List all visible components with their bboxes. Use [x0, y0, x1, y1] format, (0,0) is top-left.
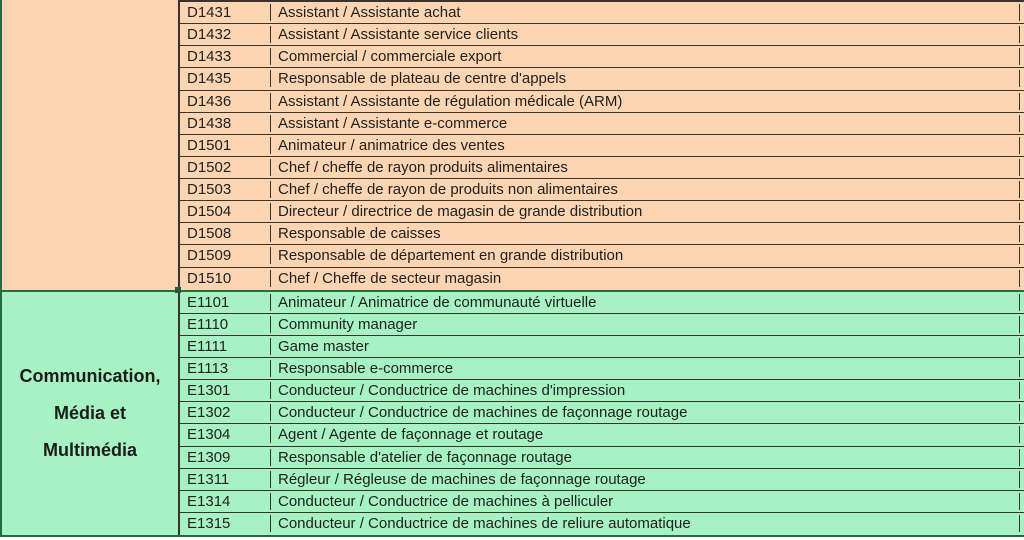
- table-row: D1435 Responsable de plateau de centre d'…: [180, 68, 1024, 91]
- code-cell[interactable]: E1301: [187, 382, 231, 400]
- table-row: D1502 Chef / cheffe de rayon produits ali…: [180, 157, 1024, 179]
- category-cell-section-e[interactable]: Communication, Média et Multimédia: [2, 292, 178, 535]
- job-title-cell[interactable]: Régleur / Régleuse de machines de façonn…: [270, 470, 1020, 488]
- table-row: E1301 Conducteur / Conductrice de machine…: [180, 380, 1024, 403]
- code-cell[interactable]: E1113: [187, 360, 229, 378]
- table-row: E1314 Conducteur / Conductrice de machine…: [180, 491, 1024, 513]
- job-title-cell[interactable]: Assistant / Assistante de régulation méd…: [270, 92, 1020, 110]
- table-row: E1304 Agent / Agente de façonnage et rout…: [180, 424, 1024, 447]
- job-title-cell[interactable]: Agent / Agente de façonnage et routage: [270, 426, 1020, 444]
- job-title-cell[interactable]: Chef / cheffe de rayon de produits non a…: [270, 181, 1020, 199]
- rows-section-d: D1431 Assistant / Assistante achat D1432 As…: [178, 0, 1024, 290]
- code-cell[interactable]: D1508: [187, 225, 232, 243]
- job-title-cell[interactable]: Responsable de département en grande dis…: [270, 247, 1020, 265]
- job-title-cell[interactable]: Responsable e-commerce: [270, 360, 1020, 378]
- job-title-cell[interactable]: Chef / cheffe de rayon produits alimenta…: [270, 158, 1020, 176]
- table-row: D1508 Responsable de caisses: [180, 223, 1024, 246]
- code-cell[interactable]: E1101: [187, 293, 230, 311]
- table-row: E1315 Conducteur / Conductrice de machine…: [180, 513, 1024, 535]
- job-title-cell[interactable]: Chef / Cheffe de secteur magasin: [270, 270, 1020, 288]
- job-title-cell[interactable]: Responsable de plateau de centre d'appel…: [270, 70, 1020, 88]
- job-title-cell[interactable]: Conducteur / Conductrice de machines de …: [270, 515, 1020, 533]
- job-title-cell[interactable]: Conducteur / Conductrice de machines d'i…: [270, 382, 1020, 400]
- job-title-cell[interactable]: Community manager: [270, 315, 1020, 333]
- table-row: E1311 Régleur / Régleuse de machines de f…: [180, 469, 1024, 491]
- code-cell[interactable]: E1304: [187, 426, 231, 444]
- job-title-cell[interactable]: Assistant / Assistante e-commerce: [270, 114, 1020, 132]
- job-title-cell[interactable]: Conducteur / Conductrice de machines de …: [270, 404, 1020, 422]
- job-title-cell[interactable]: Assistant / Assistante service clients: [270, 26, 1020, 44]
- code-cell[interactable]: E1302: [187, 404, 231, 422]
- code-cell[interactable]: D1504: [187, 203, 232, 221]
- table-row: D1504 Directeur / directrice de magasin d…: [180, 201, 1024, 224]
- job-title-cell[interactable]: Responsable d'atelier de façonnage routa…: [270, 448, 1020, 466]
- table-row: E1101 Animateur / Animatrice de communaut…: [180, 292, 1024, 314]
- table-row: E1113 Responsable e-commerce: [180, 358, 1024, 381]
- job-title-cell[interactable]: Assistant / Assistante achat: [270, 4, 1020, 22]
- table-row: D1503 Chef / cheffe de rayon de produits …: [180, 179, 1024, 202]
- code-cell[interactable]: D1433: [187, 48, 232, 66]
- category-label-line: Média et: [53, 402, 127, 423]
- job-title-cell[interactable]: Game master: [270, 337, 1020, 355]
- table-row: D1431 Assistant / Assistante achat: [180, 2, 1024, 25]
- table-row: E1309 Responsable d'atelier de façonnage …: [180, 447, 1024, 469]
- code-cell[interactable]: E1315: [187, 515, 231, 533]
- table-section-e: Communication, Média et Multimédia E1101 Ani…: [0, 291, 1024, 537]
- category-cell-section-d[interactable]: [2, 0, 178, 290]
- code-cell[interactable]: D1436: [187, 92, 232, 110]
- table-section-d: D1431 Assistant / Assistante achat D1432 As…: [0, 0, 1024, 292]
- job-title-cell[interactable]: Directeur / directrice de magasin de gra…: [270, 203, 1020, 221]
- code-cell[interactable]: E1110: [187, 315, 229, 333]
- table-row: E1110 Community manager: [180, 314, 1024, 336]
- code-cell[interactable]: E1111: [187, 337, 228, 355]
- table-row: E1302 Conducteur / Conductrice de machine…: [180, 402, 1024, 425]
- rows-section-e: E1101 Animateur / Animatrice de communaut…: [178, 291, 1024, 535]
- job-title-cell[interactable]: Animateur / Animatrice de communauté vir…: [270, 293, 1020, 311]
- table-row: D1501 Animateur / animatrice des ventes: [180, 135, 1024, 157]
- table-row: D1509 Responsable de département en grand…: [180, 245, 1024, 268]
- table-row: E1111 Game master: [180, 336, 1024, 358]
- table-row: D1510 Chef / Cheffe de secteur magasin: [180, 268, 1024, 290]
- code-cell[interactable]: D1502: [187, 158, 232, 176]
- code-cell[interactable]: D1503: [187, 181, 232, 199]
- table-row: D1432 Assistant / Assistante service clie…: [180, 24, 1024, 47]
- category-label-line: Communication,: [19, 365, 161, 386]
- code-cell[interactable]: D1509: [187, 247, 232, 265]
- code-cell[interactable]: D1438: [187, 114, 232, 132]
- job-title-cell[interactable]: Responsable de caisses: [270, 225, 1020, 243]
- table-row: D1436 Assistant / Assistante de régulatio…: [180, 91, 1024, 113]
- category-label-line: Multimédia: [42, 439, 137, 460]
- code-cell[interactable]: D1510: [187, 270, 232, 288]
- section-divider-handle: [175, 287, 181, 293]
- code-cell[interactable]: D1431: [187, 4, 232, 22]
- code-cell[interactable]: D1435: [187, 70, 232, 88]
- table-row: D1438 Assistant / Assistante e-commerce: [180, 113, 1024, 135]
- code-cell[interactable]: E1309: [187, 448, 231, 466]
- job-title-cell[interactable]: Animateur / animatrice des ventes: [270, 136, 1020, 154]
- code-cell[interactable]: E1311: [187, 470, 230, 488]
- code-cell[interactable]: D1501: [187, 136, 232, 154]
- job-title-cell[interactable]: Conducteur / Conductrice de machines à p…: [270, 492, 1020, 510]
- job-title-cell[interactable]: Commercial / commerciale export: [270, 48, 1020, 66]
- table-row: D1433 Commercial / commerciale export: [180, 46, 1024, 69]
- code-cell[interactable]: D1432: [187, 26, 232, 44]
- code-cell[interactable]: E1314: [187, 492, 231, 510]
